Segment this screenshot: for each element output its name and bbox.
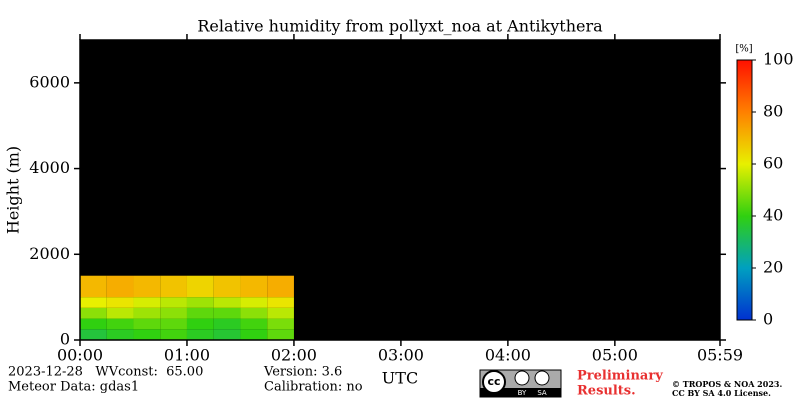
heatmap-cell (267, 275, 294, 298)
heatmap-cell (213, 275, 241, 298)
x-tick-label: 05:00 (592, 346, 638, 365)
heatmap-cell (213, 318, 241, 330)
colorbar-tick-label: 100 (763, 50, 794, 69)
heatmap-cell (213, 329, 241, 340)
y-tick-label: 0 (60, 330, 70, 349)
heatmap-cell (106, 297, 134, 308)
by-icon (514, 370, 530, 386)
heatmap-cell (80, 297, 107, 308)
colorbar-tick-label: 60 (763, 154, 783, 173)
y-tick-label: 2000 (29, 244, 70, 263)
heatmap-cell (267, 307, 294, 319)
footer-meteor: Meteor Data: gdas1 (8, 380, 139, 395)
heatmap-cell (160, 318, 187, 330)
heatmap-cell (240, 307, 268, 319)
by-text: BY (518, 389, 527, 397)
heatmap-cell (267, 329, 294, 340)
heatmap-cell (80, 329, 107, 340)
heatmap-cell (106, 307, 134, 319)
heatmap-cell (106, 275, 134, 298)
heatmap-cell (80, 318, 107, 330)
heatmap-cell (160, 329, 187, 340)
heatmap-cell (240, 329, 268, 340)
x-tick-label: 02:00 (271, 346, 317, 365)
colorbar-tick-label: 40 (763, 206, 783, 225)
cc-text: cc (487, 375, 500, 388)
heatmap-cell (213, 297, 241, 308)
heatmap-cell (240, 275, 268, 298)
y-axis-label: Height (m) (4, 146, 23, 234)
y-tick-label: 4000 (29, 158, 70, 177)
sa-text: SA (537, 389, 547, 397)
chart-title: Relative humidity from pollyxt_noa at An… (197, 17, 603, 36)
heatmap-cell (240, 318, 268, 330)
footer-version: Version: 3.6 (263, 365, 342, 380)
copyright: © TROPOS & NOA 2023. (672, 379, 782, 389)
footer-date: 2023-12-28 WVconst: 65.00 (8, 365, 203, 380)
preliminary-text: Results. (577, 384, 636, 399)
heatmap-cell (133, 329, 161, 340)
heatmap-cell (186, 307, 214, 319)
heatmap-cell (267, 297, 294, 308)
x-tick-label: 01:00 (164, 346, 210, 365)
colorbar (736, 59, 753, 321)
footer-calibration: Calibration: no (264, 380, 363, 395)
heatmap-cell (133, 307, 161, 319)
heatmap-cell (160, 297, 187, 308)
heatmap-cell (133, 297, 161, 308)
heatmap-cell (160, 307, 187, 319)
heatmap-cell (186, 318, 214, 330)
cc-badge-strip (480, 388, 561, 397)
heatmap-cell (133, 318, 161, 330)
heatmap-cell (186, 297, 214, 308)
plot-frame (79, 39, 721, 341)
sa-icon (534, 370, 550, 386)
heatmap-cell (133, 275, 161, 298)
heatmap-cell (213, 307, 241, 319)
colorbar-tick-label: 80 (763, 102, 783, 121)
heatmap-cell (106, 318, 134, 330)
cc-circle (482, 370, 506, 394)
x-tick-label: 05:59 (697, 346, 743, 365)
heatmap-cell (267, 318, 294, 330)
colorbar-tick-label: 0 (763, 310, 773, 329)
heatmap-cell (106, 329, 134, 340)
y-tick-label: 6000 (29, 72, 70, 91)
heatmap-cell (160, 275, 187, 298)
x-axis-label: UTC (382, 369, 418, 388)
copyright: CC BY SA 4.0 License. (672, 388, 771, 398)
heatmap-cell (186, 329, 214, 340)
colorbar-tick-label: 20 (763, 258, 783, 277)
colorbar-label: [%] (735, 44, 752, 55)
x-tick-label: 03:00 (378, 346, 424, 365)
x-tick-label: 00:00 (57, 346, 103, 365)
heatmap-cell (80, 307, 107, 319)
heatmap-cell (80, 275, 107, 298)
heatmap-cell (240, 297, 268, 308)
heatmap-cell (186, 275, 214, 298)
x-tick-label: 04:00 (485, 346, 531, 365)
preliminary-text: Preliminary (577, 369, 663, 384)
